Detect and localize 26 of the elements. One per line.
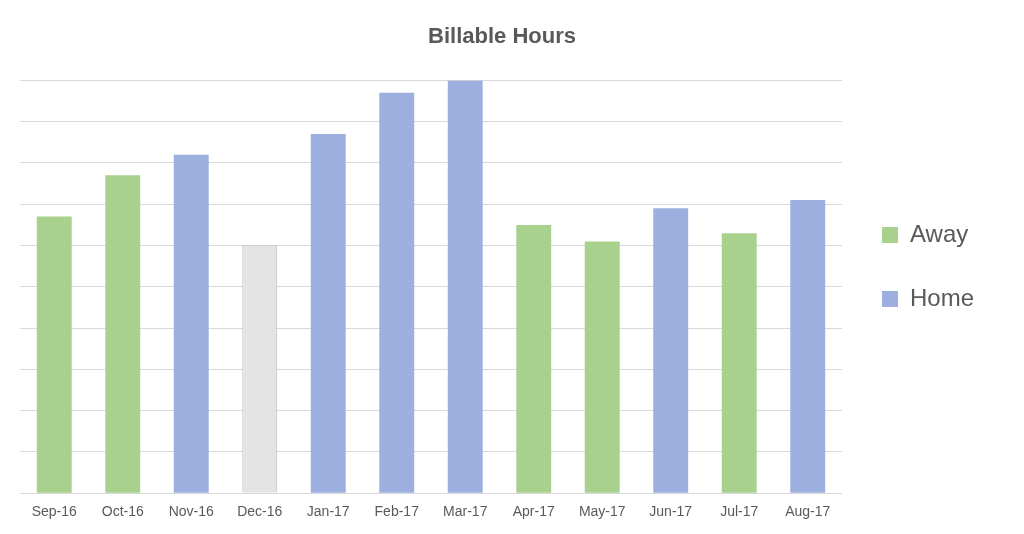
x-tick-label: Jun-17 [649, 503, 693, 520]
x-tick-label: Sep-16 [31, 503, 78, 520]
x-tick-label: Feb-17 [374, 503, 420, 520]
x-tick-label: Nov-16 [168, 503, 215, 520]
bar [584, 241, 620, 493]
bar [379, 92, 415, 493]
bar [173, 154, 209, 493]
bar [36, 216, 72, 493]
bar [790, 200, 826, 493]
x-tick-label: Dec-16 [237, 503, 283, 520]
x-tick-label: May-17 [578, 503, 626, 520]
bar [447, 80, 483, 493]
x-tick-label: Mar-17 [443, 503, 488, 520]
x-tick-label: Aug-17 [785, 503, 831, 520]
bar [516, 224, 552, 493]
chart-title: Billable Hours [428, 23, 576, 49]
bar [310, 134, 346, 493]
bar [105, 175, 141, 493]
legend-label: Away [909, 219, 969, 247]
bar [721, 233, 757, 493]
legend-label: Home [909, 283, 975, 311]
x-tick-label: Jan-17 [306, 503, 350, 520]
bar [653, 208, 689, 493]
x-tick-label: Oct-16 [101, 503, 144, 520]
x-tick-label: Jul-17 [720, 503, 759, 520]
x-tick-label: Apr-17 [512, 503, 555, 520]
